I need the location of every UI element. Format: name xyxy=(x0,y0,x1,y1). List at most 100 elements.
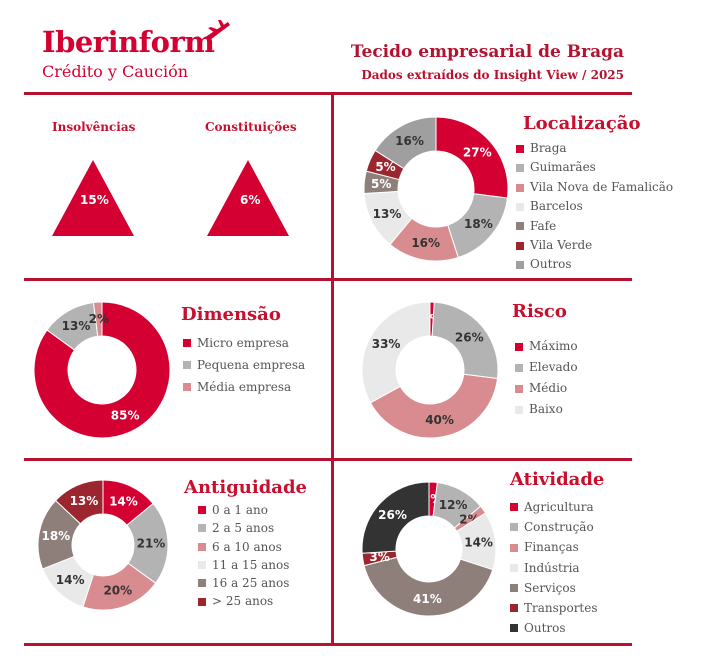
risco-legend-swatch xyxy=(515,405,523,414)
dimensao-legend-swatch xyxy=(183,339,191,347)
antiguidade-legend-swatch xyxy=(198,597,206,606)
localizacao-slice-outros xyxy=(374,116,437,170)
risco-slice-baixo xyxy=(361,301,431,404)
localizacao-legend-item-vila-verde: Vila Verde xyxy=(516,236,673,255)
antiguidade-legend-swatch xyxy=(198,506,206,515)
localizacao-slice-braga xyxy=(435,116,509,199)
localizacao-label-barcelos: 13% xyxy=(373,207,402,221)
kpi-insolvencias-triangle xyxy=(52,160,134,236)
kpi-constituicoes-triangle xyxy=(207,160,289,236)
legend-risco: Máximo Elevado Médio Baixo xyxy=(515,336,578,420)
kpi-insolvencias-label: Insolvências xyxy=(52,120,136,134)
kpi-insolvencias-value: 15% xyxy=(80,193,109,207)
dimensao-legend-label: Média empresa xyxy=(197,380,292,394)
antiguidade-legend-item-16-a-25-anos: 16 a 25 anos xyxy=(198,574,289,592)
localizacao-legend-item-barcelos: Barcelos xyxy=(516,197,673,216)
row-divider-2 xyxy=(24,458,632,461)
localizacao-legend-label: Fafe xyxy=(530,218,557,233)
dimensao-slice-media-empresa xyxy=(92,301,103,337)
atividade-legend-swatch xyxy=(510,543,518,552)
localizacao-legend-swatch xyxy=(516,241,524,250)
atividade-legend-label: Outros xyxy=(524,621,566,636)
dimensao-label-micro-empresa: 85% xyxy=(111,408,140,422)
localizacao-legend-item-outros: Outros xyxy=(516,255,673,274)
section-title-antiguidade: Antiguidade xyxy=(184,477,308,498)
atividade-legend-item-transportes: Transportes xyxy=(510,598,598,618)
legend-antiguidade: 0 a 1 ano 2 a 5 anos 6 a 10 anos 11 a 15 an… xyxy=(198,501,289,611)
atividade-label-servicos: 41% xyxy=(413,592,442,606)
antiguidade-legend-swatch xyxy=(198,579,206,588)
atividade-legend-swatch xyxy=(510,604,518,613)
atividade-legend-label: Serviços xyxy=(524,580,576,595)
risco-legend-item-elevado: Elevado xyxy=(515,357,578,378)
section-title-dimensao: Dimensão xyxy=(181,304,281,325)
localizacao-legend-swatch xyxy=(516,202,524,211)
risco-legend-label: Médio xyxy=(529,381,568,395)
atividade-legend-item-industria: Indústria xyxy=(510,558,598,578)
antiguidade-legend-item-2-a-5-anos: 2 a 5 anos xyxy=(198,519,289,537)
dimensao-slice-micro-empresa xyxy=(33,301,171,439)
antiguidade-legend-label: 11 a 15 anos xyxy=(212,557,290,572)
localizacao-label-guimaraes: 18% xyxy=(464,217,493,231)
antiguidade-legend-swatch xyxy=(198,542,206,551)
localizacao-legend-item-guimaraes: Guimarães xyxy=(516,158,673,177)
kpi-constituicoes-label: Constituições xyxy=(205,120,297,134)
dimensao-label-pequena-empresa: 13% xyxy=(62,319,91,333)
atividade-legend-label: Indústria xyxy=(524,560,580,575)
risco-legend-label: Elevado xyxy=(529,360,578,374)
risco-label-baixo: 33% xyxy=(372,337,401,351)
localizacao-label-braga: 27% xyxy=(463,146,492,160)
localizacao-legend-label: Vila Nova de Famalicão xyxy=(530,179,674,194)
localizacao-legend-label: Guimarães xyxy=(530,160,596,175)
atividade-legend-label: Agricultura xyxy=(524,500,594,514)
atividade-label-construcao: 12% xyxy=(439,498,468,512)
localizacao-legend-item-braga: Braga xyxy=(516,139,673,158)
atividade-legend-item-agricultura: Agricultura xyxy=(510,497,598,517)
risco-legend-label: Baixo xyxy=(529,402,563,416)
atividade-legend-item-construcao: Construção xyxy=(510,517,598,537)
section-title-atividade: Atividade xyxy=(510,469,605,490)
atividade-legend-swatch xyxy=(510,563,518,572)
atividade-slice-outros xyxy=(361,481,430,554)
column-divider xyxy=(331,94,334,644)
localizacao-legend-label: Braga xyxy=(530,141,567,155)
risco-legend-label: Máximo xyxy=(529,339,578,353)
antiguidade-legend-item-11-a-15-anos: 11 a 15 anos xyxy=(198,556,289,574)
antiguidade-slice-25-anos xyxy=(54,479,104,525)
localizacao-legend-label: Vila Verde xyxy=(530,238,593,253)
atividade-legend-item-outros: Outros xyxy=(510,618,598,638)
antiguidade-legend-label: 6 a 10 anos xyxy=(212,539,282,554)
localizacao-legend-swatch xyxy=(516,222,524,231)
antiguidade-legend-swatch xyxy=(198,561,206,570)
localizacao-label-fafe: 5% xyxy=(371,177,391,191)
dimensao-legend-swatch xyxy=(183,361,191,369)
localizacao-legend-swatch xyxy=(516,183,524,192)
atividade-legend-item-servicos: Serviços xyxy=(510,578,598,598)
localizacao-label-vila-verde: 5% xyxy=(375,160,395,174)
atividade-label-industria: 14% xyxy=(464,536,493,550)
legend-localizacao: Braga Guimarães Vila Nova de Famalicão Barc… xyxy=(516,139,673,275)
antiguidade-legend-label: 16 a 25 anos xyxy=(212,576,290,591)
atividade-legend-item-financas: Finanças xyxy=(510,537,598,557)
atividade-legend-label: Transportes xyxy=(524,601,598,616)
antiguidade-label-0-a-1-ano: 14% xyxy=(109,495,138,509)
row-divider-1 xyxy=(24,278,632,281)
antiguidade-legend-label: 0 a 1 ano xyxy=(212,503,268,517)
localizacao-legend-label: Outros xyxy=(530,257,572,272)
localizacao-legend-swatch xyxy=(516,261,524,270)
localizacao-legend-label: Barcelos xyxy=(530,199,583,214)
dimensao-label-media-empresa: 2% xyxy=(89,312,109,326)
kpi-constituicoes-value: 6% xyxy=(240,193,261,207)
antiguidade-legend-item-6-a-10-anos: 6 a 10 anos xyxy=(198,538,289,556)
dimensao-legend-item-pequena-empresa: Pequena empresa xyxy=(183,354,305,376)
logo-plane-icon xyxy=(204,20,230,40)
section-title-risco: Risco xyxy=(512,301,567,322)
risco-legend-item-medio: Médio xyxy=(515,378,578,399)
atividade-legend-swatch xyxy=(510,624,518,633)
atividade-slice-servicos xyxy=(363,556,494,617)
legend-atividade: Agricultura Construção Finanças Indústria Se… xyxy=(510,497,598,638)
risco-legend-item-maximo: Máximo xyxy=(515,336,578,357)
